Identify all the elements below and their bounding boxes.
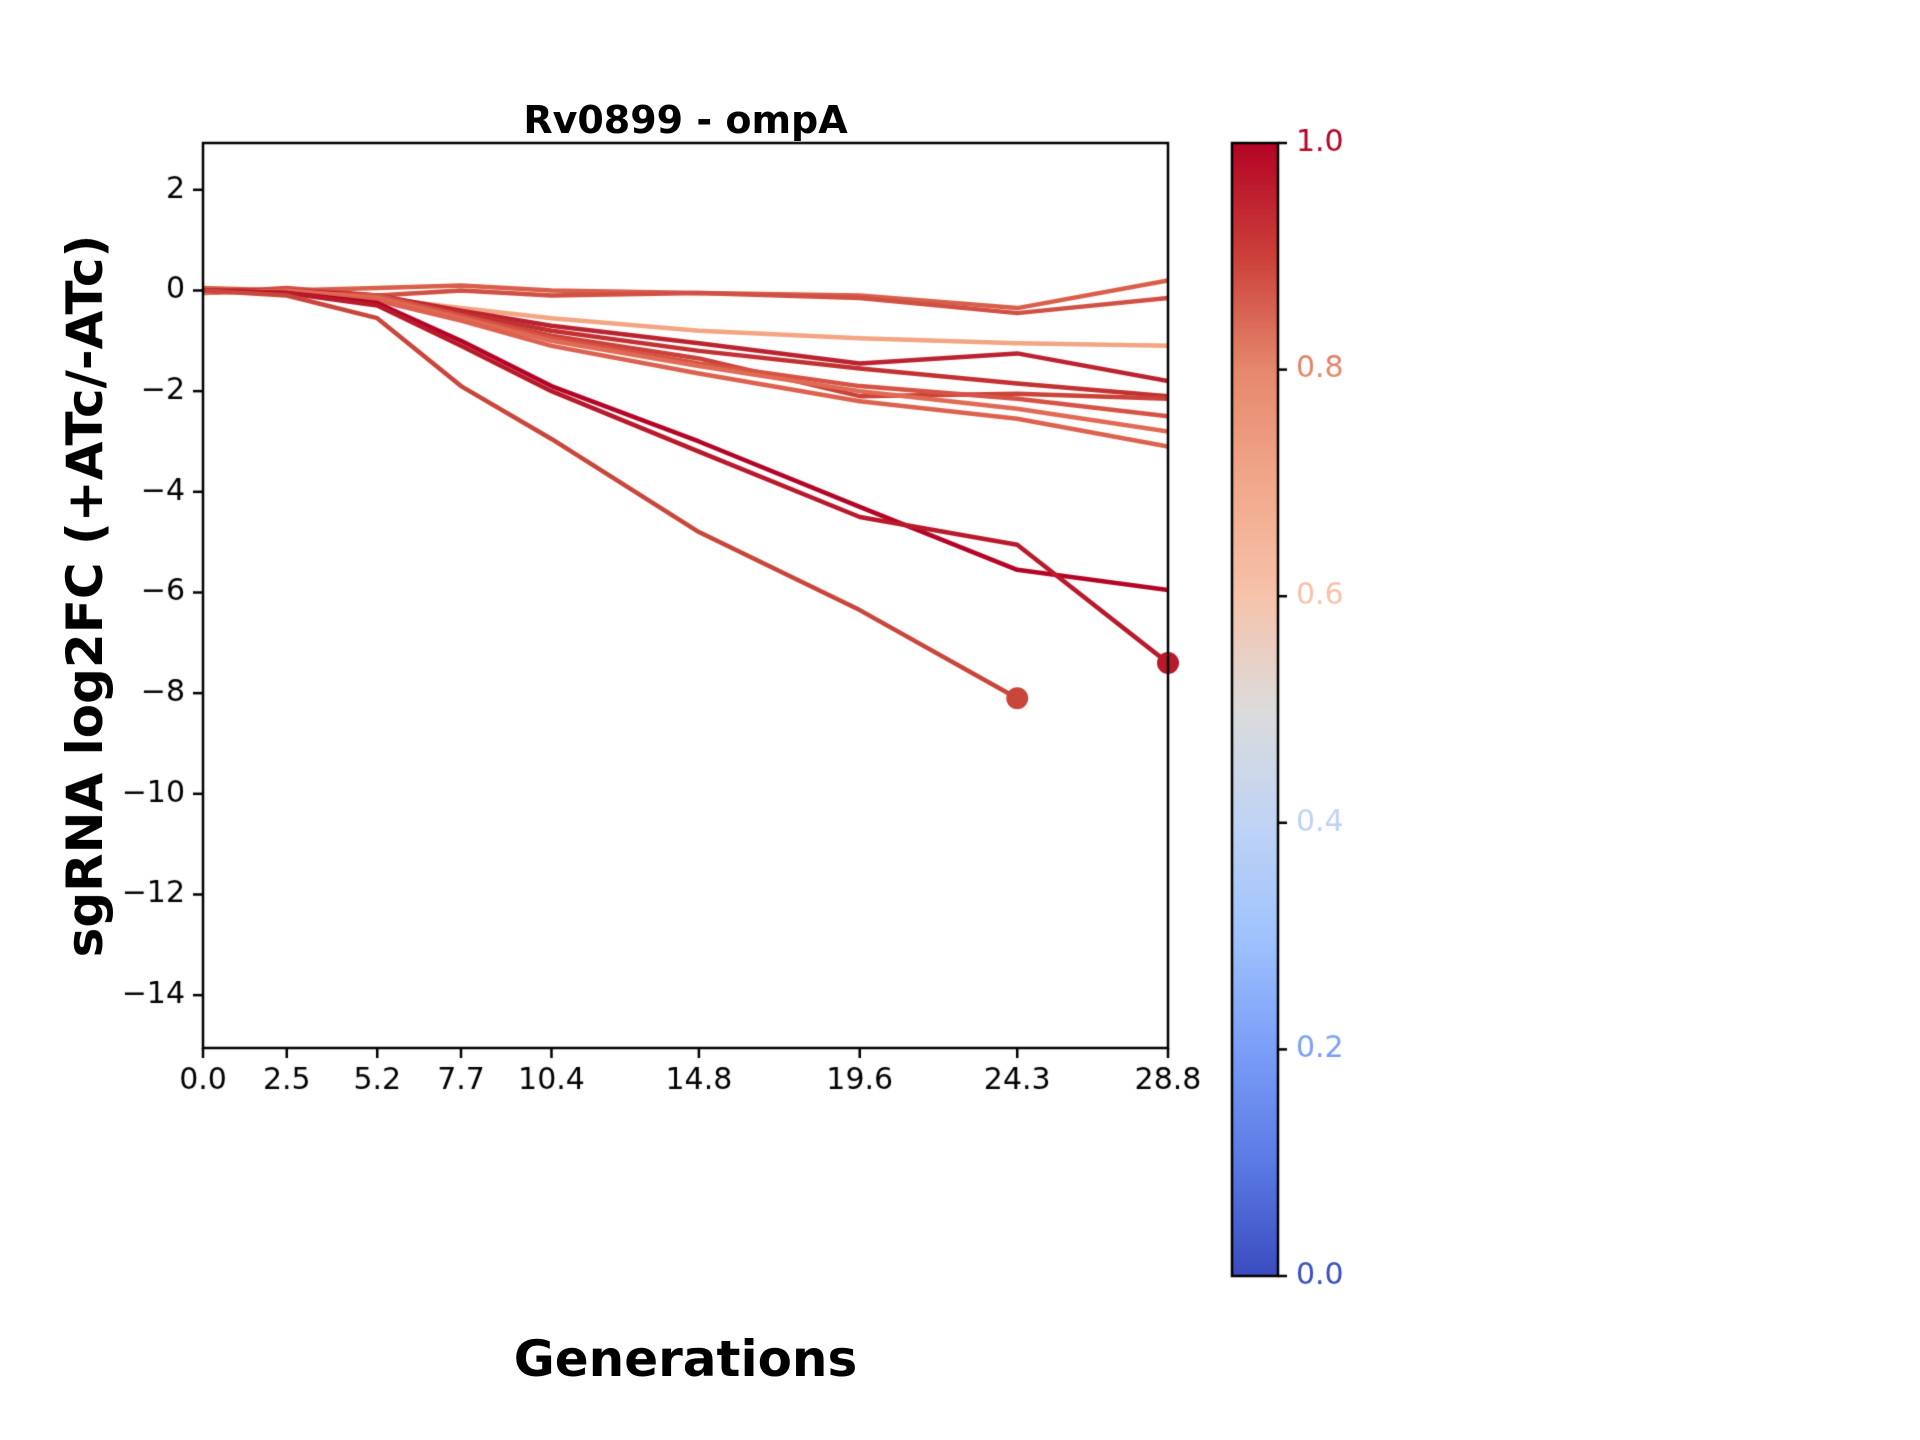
chart-title: Rv0899 - ompA	[523, 98, 848, 142]
x-axis-label: Generations	[513, 1330, 858, 1388]
y-axis-label: sgRNA log2FC (+ATc/-ATc)	[56, 234, 114, 958]
